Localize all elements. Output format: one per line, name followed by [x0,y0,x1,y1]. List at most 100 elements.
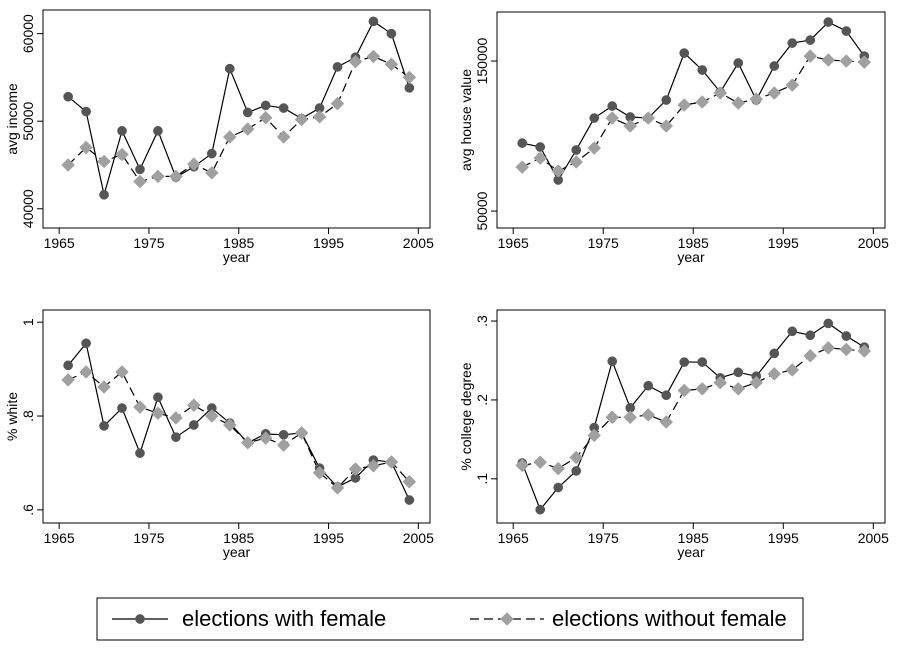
diamond-marker [186,398,201,413]
diamond-marker [587,141,602,155]
panel: 40000 50000 60000 1965 1975 1985 1995 2005 year a… [4,9,434,265]
diamond-marker [169,411,183,425]
legend-box [96,597,804,641]
circle-marker [278,103,289,113]
circle-marker [571,466,582,476]
circle-marker [153,125,163,136]
circle-marker [733,367,744,378]
circle-marker [841,26,852,36]
diamond-marker [767,86,782,100]
circle-marker [206,148,217,159]
diamond-marker [133,400,147,414]
diamond-marker [79,365,93,379]
circle-marker [404,83,415,93]
x-tick-label: 1995 [768,235,799,251]
diamond-marker [240,435,255,450]
series-line [522,347,865,470]
circle-marker [81,106,91,117]
circle-marker [260,100,271,111]
y-tick-label: 50000 [20,102,36,141]
x-tick-label: 1965 [498,530,529,546]
diamond-marker [857,344,872,358]
y-tick-label: .1 [474,473,490,485]
circle-marker [571,145,582,155]
diamond-marker [587,428,602,443]
circle-marker [607,356,618,367]
y-tick-label: 1 [20,318,36,326]
series-line [522,21,865,182]
diamond-marker [258,431,273,445]
diamond-marker [731,96,746,110]
diamond-marker [402,70,417,85]
x-axis-title: year [223,544,251,560]
diamond-marker [204,409,219,423]
circle-marker [99,189,109,200]
circle-marker [81,338,91,349]
circle-marker [171,432,181,442]
x-tick-label: 1975 [588,530,619,546]
series-line [521,322,865,511]
circle-marker [99,421,109,431]
diamond-marker [857,55,872,69]
diamond-marker [169,169,183,184]
diamond-marker [384,455,399,469]
diamond-marker [659,119,674,133]
circle-marker [733,58,744,68]
diamond-marker [569,450,584,465]
diamond-marker [821,53,836,67]
circle-marker [787,38,798,48]
diamond-marker [276,130,291,144]
x-tick-label: 2005 [858,530,889,546]
x-tick-label: 1995 [313,530,344,546]
panel: 50000 150000 1965 1975 1985 1995 2005 year avg h… [458,11,889,265]
panel: .1 .2 .3 1965 1975 1985 1995 2005 year % college … [458,309,889,560]
circle-marker [589,113,600,123]
diamond-marker [312,465,327,480]
diamond-marker [641,408,656,422]
diamond-marker [677,98,692,112]
circle-marker [661,390,672,401]
legend-label: elections without female [552,606,787,631]
diamond-marker [97,154,111,169]
circle-marker [63,91,73,102]
x-tick-label: 1965 [498,235,529,251]
y-tick-label: .2 [474,394,490,406]
legend: elections with female elections without f… [112,606,787,631]
circle-marker [553,482,564,493]
plot-frame [496,309,886,524]
series-line [67,55,410,183]
diamond-marker [151,169,165,184]
diamond-marker [821,341,836,355]
circle-marker [607,101,618,111]
diamond-marker [623,410,638,425]
diamond-marker [731,382,746,396]
diamond-marker [294,426,309,440]
x-tick-label: 2005 [403,530,434,546]
diamond-marker [695,95,710,109]
diamond-marker [258,110,273,125]
y-tick-label: 150000 [474,37,490,84]
y-axis-title: % white [4,392,20,441]
x-axis-title: year [677,249,705,265]
diamond-marker [623,119,638,133]
diamond-marker [348,462,363,476]
circle-marker [787,326,798,337]
y-axis-title: avg income [4,83,20,155]
diamond-marker [222,418,237,432]
x-tick-label: 1985 [223,235,254,251]
circle-marker [135,448,145,458]
diamond-marker [366,458,381,473]
diamond-marker [276,438,291,452]
x-axis-title: year [677,544,705,560]
diamond-marker [515,458,530,473]
diamond-marker [366,49,381,64]
diamond-marker [749,92,764,106]
diamond-marker [641,111,656,125]
diamond-marker [533,151,548,165]
circle-marker [679,48,690,58]
panel: .6 .8 1 1965 1975 1985 1995 2005 year % white [4,309,434,560]
diamond-marker [605,111,620,125]
diamond-marker [569,155,584,169]
circle-marker [769,348,780,359]
circle-marker [841,331,852,341]
